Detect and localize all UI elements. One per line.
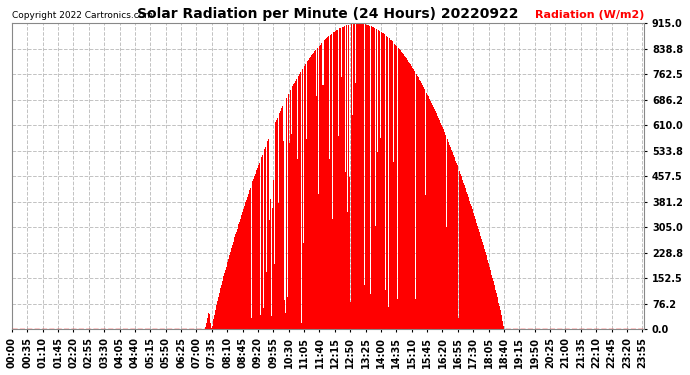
Title: Solar Radiation per Minute (24 Hours) 20220922: Solar Radiation per Minute (24 Hours) 20… — [137, 7, 519, 21]
Text: Radiation (W/m2): Radiation (W/m2) — [535, 10, 644, 21]
Text: Copyright 2022 Cartronics.com: Copyright 2022 Cartronics.com — [12, 12, 152, 21]
